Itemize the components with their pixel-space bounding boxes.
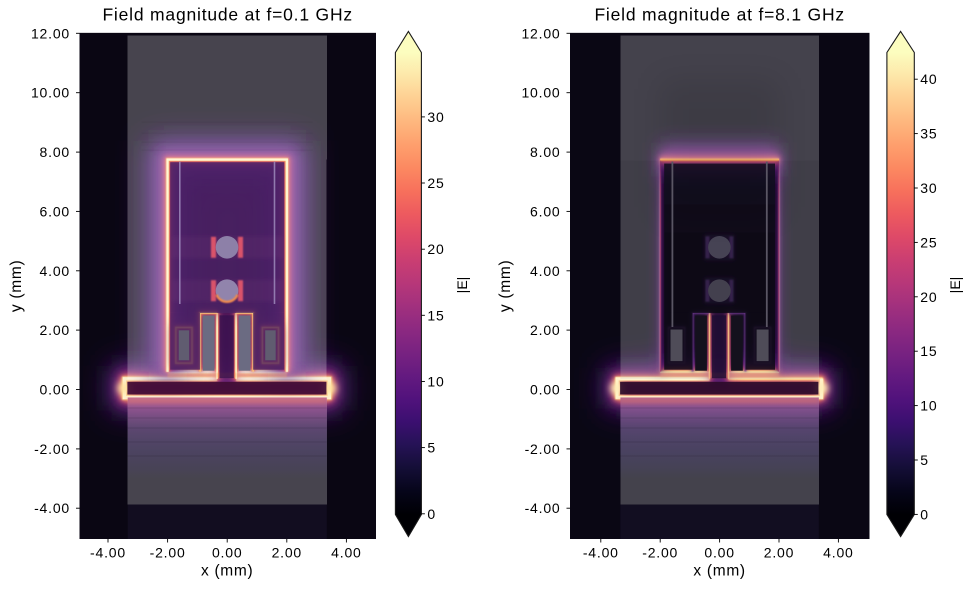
svg-text:2.00: 2.00 xyxy=(530,322,560,338)
svg-text:35: 35 xyxy=(920,126,937,142)
svg-text:2.00: 2.00 xyxy=(764,545,794,561)
svg-text:x (mm): x (mm) xyxy=(201,563,253,580)
svg-text:4.00: 4.00 xyxy=(40,263,70,279)
svg-text:30: 30 xyxy=(427,109,444,125)
svg-text:y (mm): y (mm) xyxy=(8,260,25,312)
svg-text:|E|: |E| xyxy=(947,277,963,294)
svg-text:40: 40 xyxy=(920,71,937,87)
svg-text:2.00: 2.00 xyxy=(40,322,70,338)
svg-text:12.00: 12.00 xyxy=(31,25,70,41)
svg-text:10.00: 10.00 xyxy=(521,85,560,101)
svg-text:12.00: 12.00 xyxy=(521,25,560,41)
svg-text:5: 5 xyxy=(920,452,929,468)
svg-text:6.00: 6.00 xyxy=(530,203,560,219)
svg-text:30: 30 xyxy=(920,180,937,196)
svg-text:10: 10 xyxy=(427,374,444,390)
svg-text:-4.00: -4.00 xyxy=(583,545,619,561)
svg-text:-2.00: -2.00 xyxy=(525,441,561,457)
svg-text:0: 0 xyxy=(920,506,929,522)
svg-text:10: 10 xyxy=(920,398,937,414)
svg-text:0.00: 0.00 xyxy=(704,545,734,561)
svg-text:0.00: 0.00 xyxy=(212,545,242,561)
svg-text:-2.00: -2.00 xyxy=(34,441,70,457)
svg-text:15: 15 xyxy=(427,307,444,323)
svg-text:25: 25 xyxy=(427,175,444,191)
svg-text:0: 0 xyxy=(427,506,436,522)
svg-text:x (mm): x (mm) xyxy=(693,563,745,580)
svg-text:-2.00: -2.00 xyxy=(150,545,186,561)
svg-text:0.00: 0.00 xyxy=(40,382,70,398)
svg-text:-4.00: -4.00 xyxy=(525,500,561,516)
svg-text:|E|: |E| xyxy=(454,277,470,294)
svg-text:y (mm): y (mm) xyxy=(497,260,514,312)
svg-text:4.00: 4.00 xyxy=(530,263,560,279)
svg-text:-4.00: -4.00 xyxy=(90,545,126,561)
svg-text:-4.00: -4.00 xyxy=(34,500,70,516)
svg-text:0.00: 0.00 xyxy=(530,382,560,398)
svg-text:-2.00: -2.00 xyxy=(642,545,678,561)
svg-text:5: 5 xyxy=(427,440,436,456)
svg-text:8.00: 8.00 xyxy=(530,144,560,160)
svg-text:4.00: 4.00 xyxy=(331,545,361,561)
svg-text:25: 25 xyxy=(920,234,937,250)
svg-text:8.00: 8.00 xyxy=(40,144,70,160)
svg-text:20: 20 xyxy=(920,289,937,305)
svg-text:20: 20 xyxy=(427,241,444,257)
svg-text:Field magnitude at f=8.1 GHz: Field magnitude at f=8.1 GHz xyxy=(594,5,845,25)
svg-text:2.00: 2.00 xyxy=(272,545,302,561)
svg-text:10.00: 10.00 xyxy=(31,85,70,101)
svg-text:15: 15 xyxy=(920,343,937,359)
svg-text:Field magnitude at f=0.1 GHz: Field magnitude at f=0.1 GHz xyxy=(102,5,353,25)
svg-text:6.00: 6.00 xyxy=(40,203,70,219)
svg-text:4.00: 4.00 xyxy=(823,545,853,561)
